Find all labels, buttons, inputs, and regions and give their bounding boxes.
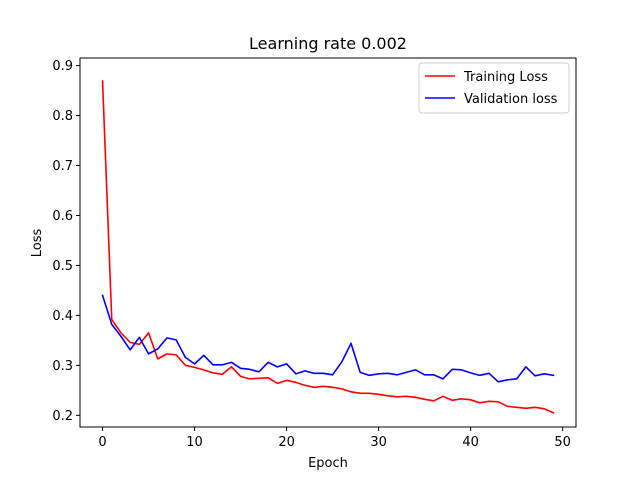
y-tick-label: 0.6: [52, 209, 73, 224]
x-tick-label: 10: [186, 435, 203, 450]
y-axis-ticks: 0.2 0.3 0.4 0.5 0.6 0.7 0.8 0.9: [52, 59, 80, 424]
series-line-validation-loss: [101, 294, 555, 383]
x-axis-label: Epoch: [308, 456, 348, 471]
chart-title: Learning rate 0.002: [249, 34, 407, 53]
series-layer: [101, 80, 555, 414]
plot-frame: [79, 57, 577, 428]
y-tick-label: 0.5: [52, 259, 73, 274]
y-tick-label: 0.9: [52, 59, 73, 74]
y-axis-label: Loss: [30, 229, 45, 258]
legend-label-validation-loss: Validation loss: [464, 92, 558, 107]
x-tick-label: 20: [278, 435, 295, 450]
x-tick-label: 0: [98, 435, 106, 450]
legend-box: [418, 62, 570, 114]
y-tick-label: 0.8: [52, 109, 73, 124]
plot-area: 0 10 20 30 40 50 0.2 0.3 0.4 0.5 0.6 0.7 0.8 0.9: [52, 57, 577, 450]
legend: Training Loss Validation loss: [418, 62, 570, 114]
series-line-training-loss: [101, 80, 555, 414]
x-tick-label: 40: [462, 435, 479, 450]
y-tick-label: 0.3: [52, 359, 73, 374]
x-axis-ticks: 0 10 20 30 40 50: [98, 427, 571, 450]
y-tick-label: 0.4: [52, 309, 73, 324]
x-tick-label: 30: [370, 435, 387, 450]
y-tick-label: 0.2: [52, 409, 73, 424]
y-tick-label: 0.7: [52, 159, 73, 174]
legend-label-training-loss: Training Loss: [463, 70, 548, 85]
x-tick-label: 50: [554, 435, 571, 450]
